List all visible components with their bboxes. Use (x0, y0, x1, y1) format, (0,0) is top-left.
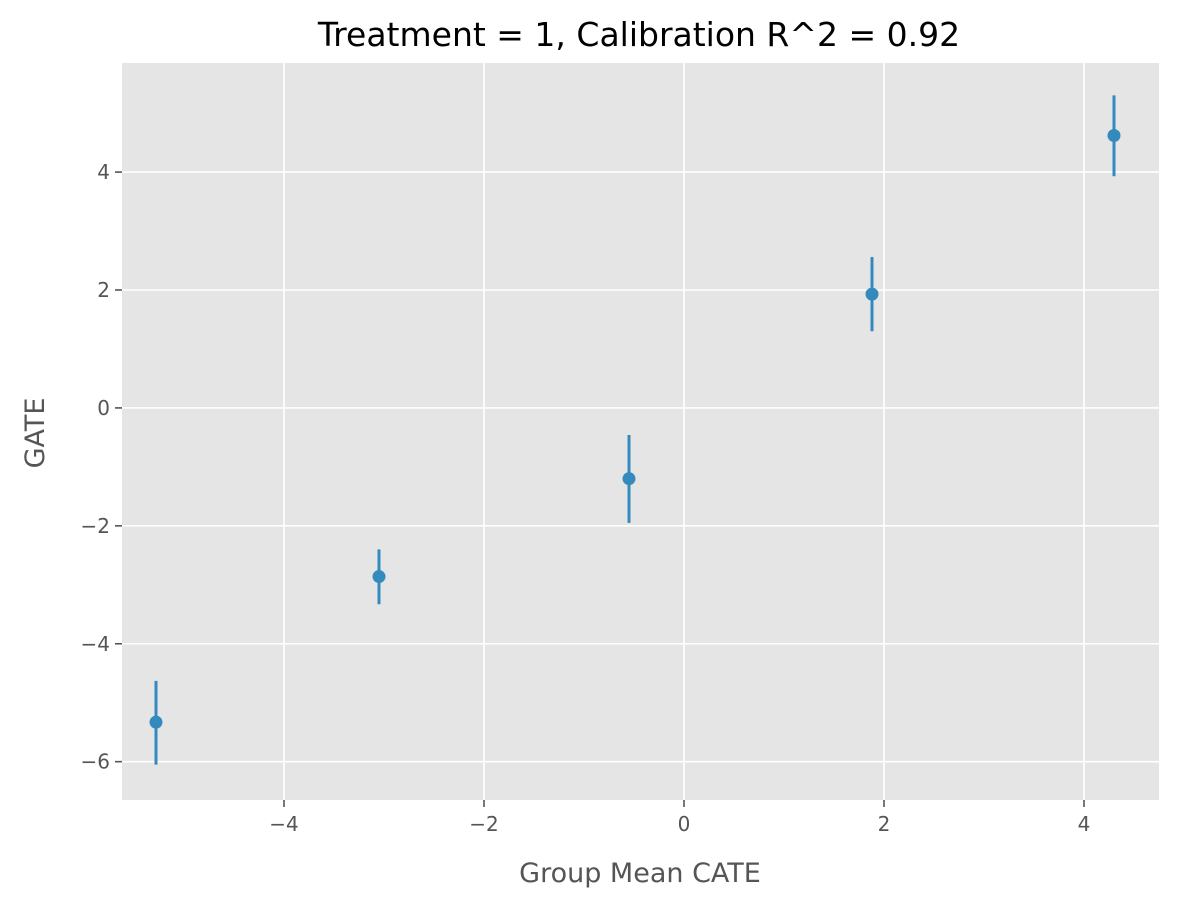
y-tick-label: −2 (81, 514, 110, 538)
x-axis-label: Group Mean CATE (519, 858, 761, 889)
chart-title: Treatment = 1, Calibration R^2 = 0.92 (317, 15, 960, 54)
plot-area (122, 63, 1159, 800)
y-axis-ticks: −6 −4 −2 0 2 4 (81, 160, 122, 774)
x-tick-label: 2 (878, 812, 891, 836)
data-point (372, 570, 386, 584)
data-point (865, 287, 879, 301)
y-tick-label: −6 (81, 750, 110, 774)
x-tick-label: 4 (1078, 812, 1091, 836)
data-point (149, 715, 163, 729)
data-points (149, 95, 1121, 765)
x-tick-label: −4 (269, 812, 298, 836)
grid-lines (122, 63, 1159, 800)
data-point (1107, 129, 1121, 143)
y-tick-label: −4 (81, 632, 110, 656)
x-tick-label: −2 (469, 812, 498, 836)
y-tick-label: 2 (97, 278, 110, 302)
x-tick-label: 0 (678, 812, 691, 836)
y-axis-label: GATE (20, 398, 51, 469)
x-axis-ticks: −4 −2 0 2 4 (269, 800, 1090, 836)
y-tick-label: 4 (97, 160, 110, 184)
data-point (622, 472, 636, 486)
y-tick-label: 0 (97, 396, 110, 420)
